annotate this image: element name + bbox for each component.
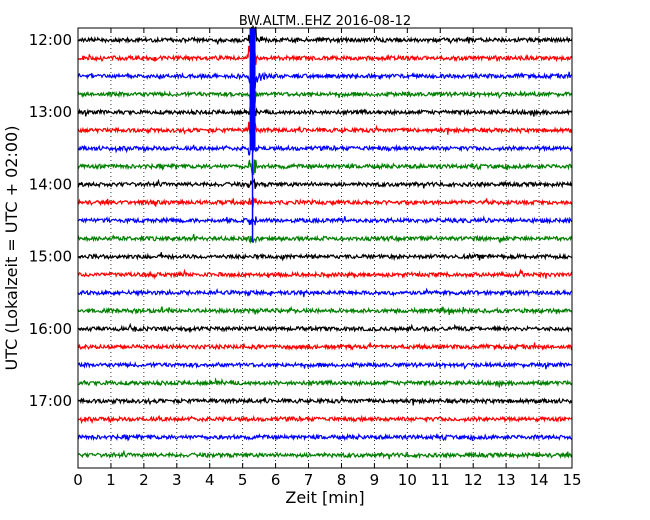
x-tick-label-0: 0 xyxy=(73,471,83,489)
x-tick-label-14: 14 xyxy=(530,471,549,489)
trace-7 xyxy=(77,159,573,177)
trace-9 xyxy=(77,196,573,208)
trace-10 xyxy=(77,215,573,226)
trace-0 xyxy=(77,24,573,45)
trace-19 xyxy=(77,377,573,388)
trace-2 xyxy=(77,62,573,89)
x-tick-label-9: 9 xyxy=(370,471,380,489)
x-tick-label-12: 12 xyxy=(464,471,483,489)
x-tick-label-2: 2 xyxy=(139,471,149,489)
x-axis-label: Zeit [min] xyxy=(285,488,364,507)
y-tick-label-3: 15:00 xyxy=(29,248,72,266)
trace-20 xyxy=(77,395,573,406)
x-tick-label-10: 10 xyxy=(398,471,417,489)
x-tick-label-13: 13 xyxy=(497,471,516,489)
y-axis-label: UTC (Lokalzeit = UTC + 02:00) xyxy=(2,126,21,371)
y-tick-label-1: 13:00 xyxy=(29,103,72,121)
x-tick-label-4: 4 xyxy=(205,471,215,489)
trace-11 xyxy=(77,233,573,244)
trace-4 xyxy=(77,101,573,122)
x-tick-label-11: 11 xyxy=(431,471,450,489)
y-tick-label-2: 14:00 xyxy=(29,175,72,193)
trace-15 xyxy=(77,305,573,316)
x-tick-label-6: 6 xyxy=(271,471,281,489)
event-burst xyxy=(249,28,256,151)
x-tick-label-5: 5 xyxy=(238,471,248,489)
trace-1 xyxy=(77,44,573,71)
trace-14 xyxy=(77,287,573,298)
trace-8 xyxy=(77,177,573,190)
trace-18 xyxy=(77,360,573,370)
vertical-grid xyxy=(110,28,540,468)
y-tick-label-5: 17:00 xyxy=(29,392,72,410)
trace-22 xyxy=(77,432,573,442)
trace-6 xyxy=(77,139,573,156)
trace-12 xyxy=(77,252,573,262)
chart-title: BW.ALTM..EHZ 2016-08-12 xyxy=(239,14,411,29)
trace-23 xyxy=(77,449,573,460)
trace-5 xyxy=(77,121,573,137)
x-tick-label-3: 3 xyxy=(172,471,182,489)
x-tick-label-1: 1 xyxy=(106,471,116,489)
x-axis-ticks: 0 1 2 3 4 5 6 7 8 9 10 11 12 13 14 15 xyxy=(73,28,582,489)
x-tick-label-7: 7 xyxy=(304,471,314,489)
y-axis-ticks: 12:00 13:00 14:00 15:00 16:00 17:00 xyxy=(29,31,83,410)
plot-frame xyxy=(77,27,573,469)
y-tick-label-4: 16:00 xyxy=(29,320,72,338)
seismic-traces xyxy=(77,24,573,460)
x-tick-label-15: 15 xyxy=(562,471,581,489)
x-tick-label-8: 8 xyxy=(337,471,347,489)
trace-16 xyxy=(77,322,573,334)
trace-17 xyxy=(77,342,573,352)
trace-3 xyxy=(77,80,573,104)
trace-21 xyxy=(77,414,573,425)
y-tick-label-0: 12:00 xyxy=(29,31,72,49)
trace-13 xyxy=(77,268,573,280)
